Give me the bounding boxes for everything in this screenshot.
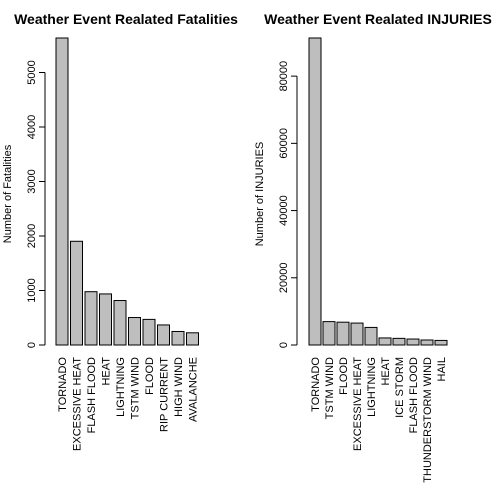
y-tick-label: 40000 [278, 195, 290, 226]
x-tick-label: FLASH FLOOD [408, 357, 420, 433]
x-tick-label: TORNADO [57, 357, 69, 412]
y-tick-label: 80000 [278, 61, 290, 92]
y-tick-label: 3000 [26, 169, 38, 193]
bar-flash-flood [85, 292, 97, 345]
y-axis-label: Number of Fatalities [2, 144, 14, 243]
y-tick-label: 2000 [26, 224, 38, 248]
x-tick-label: FLOOD [338, 357, 350, 395]
x-tick-label: TSTM WIND [130, 357, 142, 419]
y-tick-label: 1000 [26, 278, 38, 302]
x-tick-label: HEAT [380, 357, 392, 386]
bar-excessive-heat [351, 323, 363, 345]
y-tick-label: 60000 [278, 128, 290, 159]
chart-title: Weather Event Realated Fatalities [14, 11, 238, 27]
bar-avalanche [187, 333, 199, 345]
injuries-chart: Weather Event Realated INJURIES Number o… [254, 11, 492, 483]
y-tick-label: 0 [278, 342, 290, 348]
bar-lightning [114, 301, 126, 345]
bar-heat [100, 294, 112, 345]
x-tick-label: HEAT [101, 357, 113, 386]
x-tick-label: EXCESSIVE HEAT [352, 357, 364, 451]
x-tick-label: EXCESSIVE HEAT [72, 357, 84, 451]
bar-hail [435, 340, 447, 345]
bar-flash-flood [407, 339, 419, 345]
x-tick-label: FLASH FLOOD [86, 357, 98, 433]
y-tick-label: 4000 [26, 115, 38, 139]
x-tick-label: FLOOD [144, 357, 156, 395]
x-tick-label: HAIL [436, 357, 448, 381]
x-tick-label: LIGHTNING [366, 357, 378, 417]
bar-high-wind [172, 331, 184, 345]
bar-heat [379, 338, 391, 345]
bar-flood [337, 322, 349, 345]
x-tick-label: TSTM WIND [324, 357, 336, 419]
x-tick-label: HIGH WIND [173, 357, 185, 417]
bar-tornado [56, 38, 68, 345]
x-tick-label: THUNDERSTORM WIND [422, 357, 434, 483]
bar-thunderstorm-wind [421, 340, 433, 345]
y-tick-label: 20000 [278, 262, 290, 293]
bar-flood [143, 319, 155, 345]
x-tick-label: ICE STORM [394, 357, 406, 418]
chart-title: Weather Event Realated INJURIES [264, 11, 492, 27]
y-axis-label: Number of INJURIES [254, 142, 266, 247]
bar-ice-storm [393, 338, 405, 345]
y-tick-label: 0 [26, 342, 38, 348]
x-tick-label: RIP CURRENT [159, 357, 171, 432]
bar-rip-current [158, 325, 170, 345]
x-tick-label: TORNADO [310, 357, 322, 412]
bar-lightning [365, 327, 377, 345]
bar-excessive-heat [71, 241, 83, 345]
x-tick-label: LIGHTNING [115, 357, 127, 417]
bar-tornado [309, 38, 321, 345]
bar-tstm-wind [129, 318, 141, 345]
fatalities-chart: Weather Event Realated Fatalities Number… [2, 11, 238, 451]
x-tick-label: AVALANCHE [188, 357, 200, 422]
y-tick-label: 5000 [26, 60, 38, 84]
bar-tstm-wind [323, 322, 335, 345]
